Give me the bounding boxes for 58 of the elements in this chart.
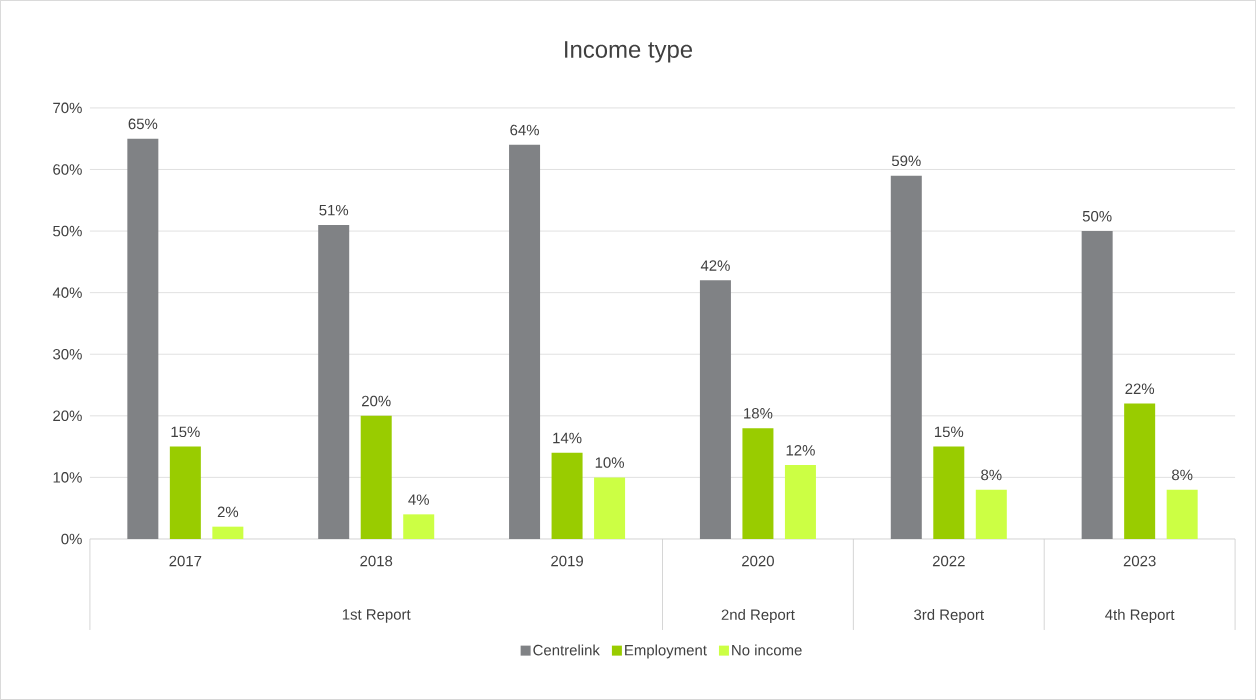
data-label: 22% xyxy=(1125,383,1155,395)
data-label: 51% xyxy=(319,204,349,216)
x-tick-label: 2022 xyxy=(932,555,965,567)
data-label: 12% xyxy=(786,445,815,456)
data-label: 20% xyxy=(362,395,391,407)
bar xyxy=(169,446,201,540)
y-tick-label: 20% xyxy=(53,410,82,422)
data-label: 18% xyxy=(744,408,773,419)
data-label: 64% xyxy=(510,124,539,136)
bar xyxy=(1081,231,1113,540)
bar xyxy=(699,280,731,540)
x-tick-label: 2023 xyxy=(1123,555,1156,567)
data-label: 10% xyxy=(595,457,624,468)
data-label: 8% xyxy=(981,469,1002,481)
bar xyxy=(594,477,626,540)
data-label: 4% xyxy=(408,494,429,505)
bar xyxy=(1166,489,1198,540)
y-tick-label: 40% xyxy=(52,287,82,298)
bar xyxy=(933,446,965,540)
bar xyxy=(975,489,1007,540)
bar xyxy=(784,465,816,540)
data-label: 65% xyxy=(128,118,158,130)
x-tick-label: 2017 xyxy=(169,555,202,567)
y-tick-label: 30% xyxy=(53,348,82,360)
data-label: 2% xyxy=(217,506,239,518)
y-tick-label: 10% xyxy=(53,472,82,483)
y-tick-label: 50% xyxy=(53,225,82,237)
text: 1st Report xyxy=(342,609,411,623)
data-label: 15% xyxy=(934,426,964,438)
text: 4th Report xyxy=(1105,609,1175,623)
bar xyxy=(127,138,159,540)
legend-label: Centrelink xyxy=(533,644,600,656)
data-label: 59% xyxy=(891,155,921,167)
bar xyxy=(212,526,244,540)
data-label: 8% xyxy=(1172,469,1193,481)
bar xyxy=(403,514,435,540)
data-label: 42% xyxy=(700,260,730,271)
legend-label: Employment xyxy=(625,644,707,659)
legend-label: No income xyxy=(732,644,802,656)
text: 3rd Report xyxy=(914,609,984,623)
data-label: 50% xyxy=(1082,211,1112,222)
y-tick-label: 70% xyxy=(53,102,82,114)
x-tick-label: 2020 xyxy=(742,555,774,567)
bar xyxy=(1124,403,1156,540)
chart-title: Income type xyxy=(565,41,693,63)
data-label: 15% xyxy=(171,426,200,438)
bar xyxy=(509,144,541,540)
x-tick-label: 2018 xyxy=(360,555,393,567)
bar xyxy=(742,428,774,540)
x-tick-label: 2019 xyxy=(551,555,583,567)
y-tick-label: 0% xyxy=(61,533,82,545)
bar xyxy=(360,415,392,540)
text: 2nd Report xyxy=(721,609,795,623)
bar xyxy=(890,175,922,540)
data-label: 14% xyxy=(553,432,582,444)
bar xyxy=(318,224,350,540)
bar xyxy=(551,452,583,540)
y-tick-label: 60% xyxy=(53,164,82,175)
